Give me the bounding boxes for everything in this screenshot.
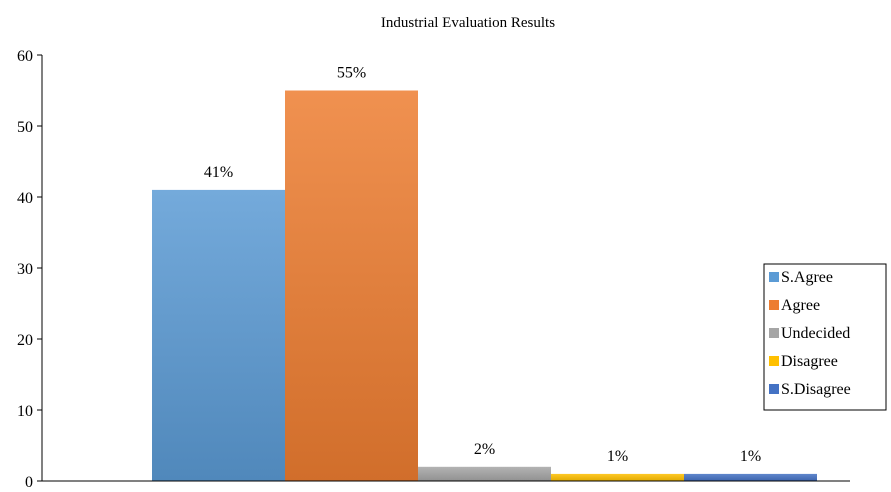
data-label-s-disagree: 1% — [740, 448, 761, 465]
legend-label-s-disagree: S.Disagree — [781, 381, 851, 398]
y-tick-label: 10 — [17, 403, 33, 420]
bar-data-labels: 41% 55% 2% 1% 1% — [204, 65, 761, 465]
legend-swatch-s-agree — [769, 272, 779, 282]
bars — [152, 90, 817, 481]
y-tick-label: 60 — [17, 48, 33, 65]
legend-box — [763, 263, 887, 411]
legend-label-disagree: Disagree — [781, 353, 838, 370]
chart-title: Industrial Evaluation Results — [381, 15, 555, 31]
y-tick-label: 0 — [25, 474, 33, 487]
legend-label-agree: Agree — [781, 297, 820, 314]
legend-swatch-disagree — [769, 356, 779, 366]
data-label-undecided: 2% — [474, 441, 495, 458]
legend-label-undecided: Undecided — [781, 325, 850, 342]
legend-swatch-s-disagree — [769, 384, 779, 394]
data-label-s-agree: 41% — [204, 164, 233, 181]
bar-disagree — [551, 473, 684, 481]
y-tick-label: 20 — [17, 332, 33, 349]
y-tick-label: 50 — [17, 119, 33, 136]
legend-label-s-agree: S.Agree — [781, 269, 833, 286]
legend-swatch-undecided — [769, 328, 779, 338]
y-axis: 0 10 20 30 40 50 60 — [17, 48, 43, 491]
chart-legend: S.Agree Agree Undecided Disagree S.Disagree — [763, 263, 887, 411]
bar-agree — [285, 90, 418, 481]
y-tick-label: 30 — [17, 261, 33, 278]
bar-s-agree — [152, 189, 285, 481]
legend-swatch-agree — [769, 300, 779, 310]
data-label-disagree: 1% — [607, 448, 628, 465]
y-tick-label: 40 — [17, 190, 33, 207]
bar-s-disagree — [684, 473, 817, 481]
bar-undecided — [418, 466, 551, 481]
data-label-agree: 55% — [337, 65, 366, 82]
